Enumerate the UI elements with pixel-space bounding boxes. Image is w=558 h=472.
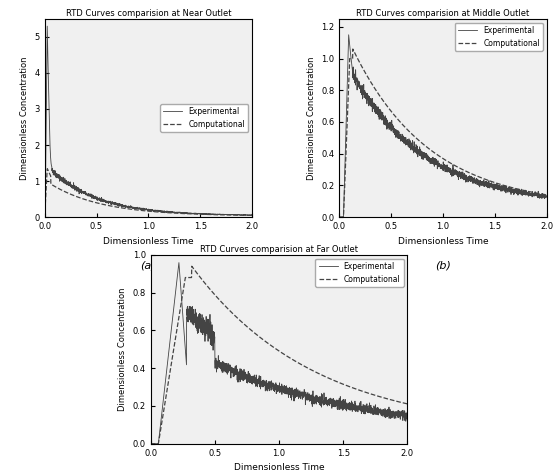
Line: Computational: Computational [151, 266, 407, 444]
Computational [126, 206, 132, 212]
X-axis label: Dimensionless Time: Dimensionless Time [234, 463, 324, 472]
Legend: Experimental, Computational: Experimental, Computational [160, 104, 248, 132]
Computational [498, 182, 504, 187]
Computational [336, 214, 343, 220]
Line: Experimental: Experimental [339, 35, 547, 217]
Experimental [137, 206, 143, 212]
Computational [251, 330, 258, 336]
Experimental [160, 393, 167, 399]
Computational [348, 384, 354, 390]
Experimental [404, 416, 411, 422]
Experimental [44, 23, 51, 29]
Experimental [147, 441, 154, 447]
Experimental [272, 386, 279, 391]
Computational [324, 375, 330, 380]
Computational [133, 207, 140, 213]
Computational [352, 386, 359, 392]
Experimental [41, 214, 48, 220]
Computational [502, 183, 508, 189]
Experimental [347, 46, 353, 51]
Title: RTD Curves comparision at Far Outlet: RTD Curves comparision at Far Outlet [200, 245, 358, 254]
Experimental [345, 32, 352, 38]
Experimental [397, 410, 403, 416]
Computational [404, 401, 411, 407]
Y-axis label: Dimensionless Concentration: Dimensionless Concentration [307, 56, 316, 180]
Computational [249, 212, 256, 218]
Line: Computational: Computational [339, 49, 547, 217]
Text: (b): (b) [435, 261, 451, 270]
Computational [207, 212, 214, 218]
Computational [203, 211, 210, 217]
Computational [479, 175, 485, 181]
Experimental [431, 156, 438, 161]
Computational [189, 263, 195, 269]
Experimental [243, 212, 249, 218]
Line: Experimental: Experimental [45, 26, 252, 217]
Experimental [499, 187, 506, 193]
Computational [147, 441, 154, 447]
Experimental [336, 214, 343, 220]
Line: Experimental: Experimental [151, 262, 407, 444]
Experimental [537, 193, 544, 198]
Line: Computational: Computational [45, 169, 252, 217]
Title: RTD Curves comparision at Middle Outlet: RTD Curves comparision at Middle Outlet [357, 9, 530, 18]
Y-axis label: Dimensionless Concentration: Dimensionless Concentration [20, 56, 29, 180]
Computational [44, 166, 51, 171]
Experimental [537, 192, 544, 198]
Experimental [243, 212, 249, 218]
Experimental [397, 409, 403, 415]
Computational [543, 192, 550, 198]
Computational [261, 337, 267, 343]
Experimental [349, 405, 356, 411]
Computational [174, 327, 180, 332]
Computational [62, 189, 69, 195]
Legend: Experimental, Computational: Experimental, Computational [315, 259, 403, 287]
Computational [427, 147, 434, 153]
Experimental [176, 260, 182, 265]
Experimental [437, 166, 444, 171]
Text: (a): (a) [141, 261, 156, 270]
Y-axis label: Dimensionless Concentration: Dimensionless Concentration [118, 287, 127, 411]
Experimental [205, 211, 211, 217]
Title: RTD Curves comparision at Near Outlet: RTD Curves comparision at Near Outlet [66, 9, 231, 18]
X-axis label: Dimensionless Time: Dimensionless Time [398, 236, 488, 245]
Computational [184, 211, 191, 217]
Legend: Experimental, Computational: Experimental, Computational [455, 23, 543, 51]
Computational [357, 62, 364, 67]
Experimental [543, 195, 550, 201]
Experimental [249, 212, 256, 218]
Computational [41, 214, 48, 220]
Experimental [142, 206, 149, 212]
Experimental [266, 386, 272, 392]
X-axis label: Dimensionless Time: Dimensionless Time [103, 236, 194, 245]
Experimental [52, 173, 59, 178]
Computational [349, 46, 356, 52]
Computational [420, 142, 427, 147]
